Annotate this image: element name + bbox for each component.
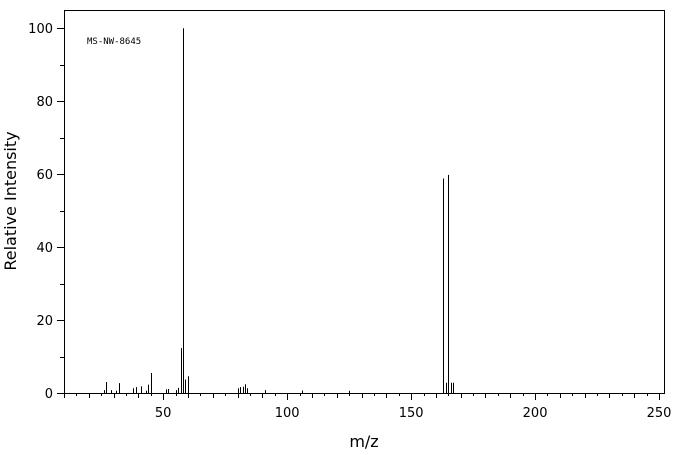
y-tick-label: 100 [28,22,53,37]
y-tick-label: 0 [45,387,53,402]
x-tick-label: 50 [155,406,172,421]
y-axis-title: Relative Intensity [1,131,20,270]
plot-frame [64,10,665,394]
x-tick-label: 250 [647,406,672,421]
spectrum-id-annotation: MS-NW-8645 [87,37,141,47]
y-tick-label: 60 [36,168,53,183]
x-tick-label: 150 [399,406,424,421]
x-tick-label: 200 [523,406,548,421]
x-axis-ticks: 50 100 150 200 250 [64,393,672,421]
x-tick-label: 100 [275,406,300,421]
x-axis-title: m/z [349,432,378,451]
y-tick-label: 40 [36,241,53,256]
y-tick-label: 80 [36,95,53,110]
y-axis-ticks: 0 20 40 60 80 100 [28,22,64,402]
spectrum-peaks [104,28,454,393]
y-tick-label: 20 [36,314,53,329]
